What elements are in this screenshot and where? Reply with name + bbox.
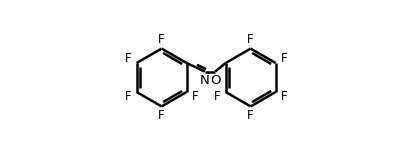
Text: F: F — [247, 109, 254, 122]
Text: O: O — [210, 74, 221, 87]
Text: F: F — [281, 52, 287, 65]
Text: F: F — [281, 90, 287, 103]
Text: F: F — [214, 90, 221, 103]
Text: F: F — [158, 33, 165, 46]
Text: F: F — [125, 90, 132, 103]
Text: F: F — [192, 90, 198, 103]
Text: F: F — [158, 109, 165, 122]
Text: N: N — [200, 74, 210, 87]
Text: F: F — [247, 33, 254, 46]
Text: F: F — [125, 52, 132, 65]
